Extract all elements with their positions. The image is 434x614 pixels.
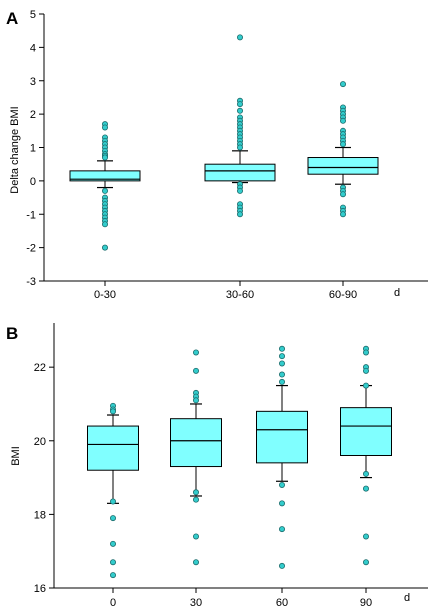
outlier-point <box>102 221 109 228</box>
outlier-point <box>192 349 199 356</box>
y-tick-label: 22 <box>34 362 46 374</box>
outlier-point <box>102 154 109 161</box>
outlier-point <box>362 382 369 389</box>
iqr-box <box>170 418 222 468</box>
outlier-point <box>236 34 243 41</box>
panel-label: B <box>6 324 18 343</box>
x-tick-label: 60-90 <box>329 289 357 301</box>
outlier-point <box>102 244 109 251</box>
y-tick-label: 3 <box>30 76 36 88</box>
outlier-point <box>278 526 285 533</box>
outlier-point <box>110 540 117 547</box>
y-tick-label: 2 <box>30 109 36 121</box>
outlier-point <box>110 559 117 566</box>
x-tick-label: 30 <box>190 597 202 609</box>
outlier-point <box>339 211 346 218</box>
outlier-point <box>278 481 285 488</box>
outlier-point <box>362 533 369 540</box>
outlier-point <box>362 470 369 477</box>
outlier-point <box>339 81 346 88</box>
y-tick-label: 4 <box>30 42 36 54</box>
x-tick-label: 60 <box>276 597 288 609</box>
y-tick-label: 18 <box>34 509 46 521</box>
y-tick-label: 0 <box>30 176 36 188</box>
outlier-point <box>278 500 285 507</box>
x-tick-label: 90 <box>360 597 372 609</box>
y-tick-label: 5 <box>30 9 36 21</box>
y-tick-label: 16 <box>34 583 46 595</box>
outlier-point <box>110 572 117 579</box>
x-tick-label: 30-60 <box>226 289 254 301</box>
x-axis-title: d <box>394 287 400 299</box>
outlier-point <box>236 144 243 151</box>
outlier-point <box>339 141 346 148</box>
outlier-point <box>362 367 369 374</box>
outlier-point <box>110 515 117 522</box>
outlier-point <box>278 562 285 569</box>
panel-a: A Delta change BMI d -3 -2 -1 0 1 2 3 4 5 0-30 30-60 6… <box>6 9 428 301</box>
outlier-point <box>236 187 243 194</box>
y-tick-label: -1 <box>26 209 36 221</box>
box-0 <box>87 402 139 579</box>
box-90 <box>340 345 392 566</box>
y-tick-label: 20 <box>34 436 46 448</box>
outlier-point <box>236 107 243 114</box>
panel-label: A <box>6 9 18 28</box>
outlier-point <box>278 360 285 367</box>
outlier-point <box>192 397 199 404</box>
outlier-point <box>102 187 109 194</box>
outlier-point <box>278 378 285 385</box>
outlier-point <box>236 101 243 108</box>
iqr-box <box>307 157 379 175</box>
outlier-point <box>339 117 346 124</box>
x-tick-label: 0-30 <box>94 289 116 301</box>
outlier-point <box>362 349 369 356</box>
iqr-box <box>256 410 308 464</box>
iqr-box <box>69 170 141 182</box>
box-30 <box>170 349 222 566</box>
x-tick-label: 0 <box>110 597 116 609</box>
y-axis-title: Delta change BMI <box>9 106 21 193</box>
y-tick-label: -3 <box>26 276 36 288</box>
outlier-point <box>192 533 199 540</box>
outlier-point <box>278 371 285 378</box>
outlier-point <box>192 496 199 503</box>
outlier-point <box>192 559 199 566</box>
box-0-30 <box>69 121 141 251</box>
outlier-point <box>110 498 117 505</box>
y-axis-title: BMI <box>10 446 22 466</box>
box-60 <box>256 345 308 569</box>
iqr-box <box>87 425 139 471</box>
panel-b: B BMI d 16 18 20 22 0 30 60 90 <box>6 323 428 609</box>
outlier-point <box>339 191 346 198</box>
outlier-point <box>192 489 199 496</box>
x-axis-title: d <box>404 592 410 604</box>
outlier-point <box>236 211 243 218</box>
box-60-90 <box>307 81 379 218</box>
outlier-point <box>102 124 109 131</box>
outlier-point <box>110 408 117 415</box>
outlier-point <box>278 345 285 352</box>
iqr-box <box>204 163 276 182</box>
y-tick-label: -2 <box>26 243 36 255</box>
y-tick-label: 1 <box>30 143 36 155</box>
iqr-box <box>340 407 392 456</box>
outlier-point <box>362 485 369 492</box>
outlier-point <box>362 559 369 566</box>
box-30-60 <box>204 34 276 218</box>
outlier-point <box>278 353 285 360</box>
outlier-point <box>192 367 199 374</box>
